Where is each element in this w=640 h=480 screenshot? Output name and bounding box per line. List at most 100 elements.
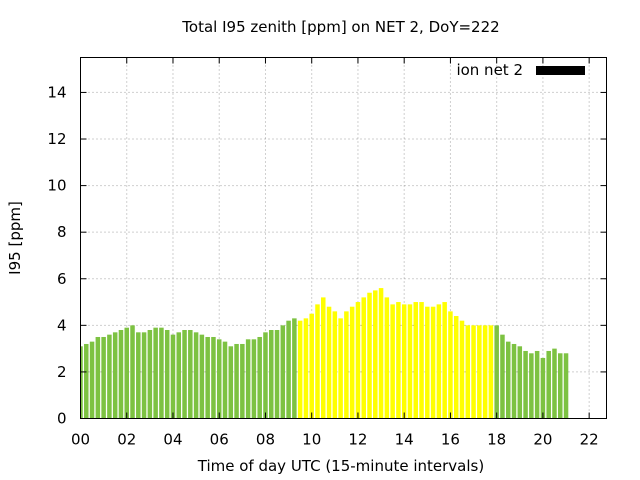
y-tick-label: 4 [57, 316, 67, 334]
bar [274, 329, 280, 419]
bar [147, 329, 153, 419]
bar [89, 341, 95, 419]
bar [407, 304, 413, 419]
bar [558, 353, 563, 419]
bar [425, 306, 430, 419]
bar [505, 341, 511, 419]
x-tick-label: 10 [302, 431, 321, 449]
bar [459, 320, 465, 419]
bar [315, 304, 320, 419]
bar [95, 336, 101, 419]
bar [552, 348, 557, 419]
bar [245, 339, 251, 419]
bar [488, 325, 494, 419]
bar [118, 329, 124, 419]
bar [193, 332, 199, 419]
bar [523, 350, 528, 419]
x-tick-label: 04 [163, 431, 182, 449]
bar [309, 313, 314, 419]
y-tick-label: 14 [47, 83, 66, 101]
bar [268, 329, 274, 419]
bar [465, 325, 471, 419]
bar [529, 353, 534, 419]
bar [534, 350, 540, 419]
bar [401, 304, 407, 419]
y-tick-label: 0 [57, 410, 67, 428]
plot-frame [80, 57, 607, 419]
bar [563, 353, 569, 419]
bar [378, 288, 384, 419]
bar [540, 357, 546, 419]
bar [332, 311, 338, 419]
bar [384, 297, 390, 419]
legend: ion net 2 [456, 61, 585, 79]
bar [494, 325, 499, 419]
x-axis-label: Time of day UTC (15-minute intervals) [197, 457, 484, 475]
bar [286, 320, 291, 419]
bar [471, 325, 476, 419]
x-tick-label: 16 [441, 431, 460, 449]
bar [419, 302, 424, 419]
bar [159, 327, 164, 419]
bar [182, 329, 187, 419]
chart-title: Total I95 zenith [ppm] on NET 2, DoY=222 [181, 18, 499, 36]
bar [80, 346, 83, 419]
bar [130, 325, 135, 419]
bar [170, 334, 176, 419]
bar [216, 339, 222, 419]
bar [500, 334, 505, 419]
bar [453, 316, 459, 419]
bar [436, 304, 442, 419]
bar [303, 318, 309, 419]
bar [297, 320, 303, 419]
bar [355, 302, 361, 419]
x-tick-label: 12 [348, 431, 367, 449]
bar [124, 327, 129, 419]
bar [511, 343, 517, 419]
bar [482, 325, 488, 419]
bar [112, 332, 118, 419]
x-tick-label: 06 [210, 431, 229, 449]
bar [326, 306, 332, 419]
bar [211, 336, 216, 419]
x-tick-label: 00 [71, 431, 90, 449]
bar [442, 302, 447, 419]
legend-swatch [536, 66, 585, 75]
bar [517, 346, 523, 419]
bar [141, 332, 147, 419]
bar [477, 325, 482, 419]
bar [292, 318, 297, 419]
bar [176, 332, 182, 419]
bar [257, 336, 262, 419]
bar [349, 306, 355, 419]
bar [153, 327, 158, 419]
x-tick-label: 22 [580, 431, 599, 449]
bar [222, 341, 228, 419]
x-tick-label: 20 [533, 431, 552, 449]
y-tick-label: 10 [47, 177, 66, 195]
x-tick-label: 14 [395, 431, 414, 449]
x-tick-label: 08 [256, 431, 275, 449]
y-tick-label: 8 [57, 223, 67, 241]
bar [280, 325, 286, 419]
bar [234, 343, 239, 419]
bar [367, 292, 372, 419]
bar [199, 334, 205, 419]
bar [321, 297, 326, 419]
bar [413, 302, 419, 419]
bar [344, 311, 349, 419]
bar [228, 346, 234, 419]
bar [430, 306, 436, 419]
bar [251, 339, 257, 419]
bar [546, 350, 551, 419]
y-axis-label: I95 [ppm] [6, 201, 24, 275]
x-tick-label: 02 [117, 431, 136, 449]
bar [396, 302, 401, 419]
bar [263, 332, 268, 419]
bar [361, 297, 366, 419]
bar [338, 318, 343, 419]
bar [373, 290, 378, 419]
bar [188, 329, 193, 419]
